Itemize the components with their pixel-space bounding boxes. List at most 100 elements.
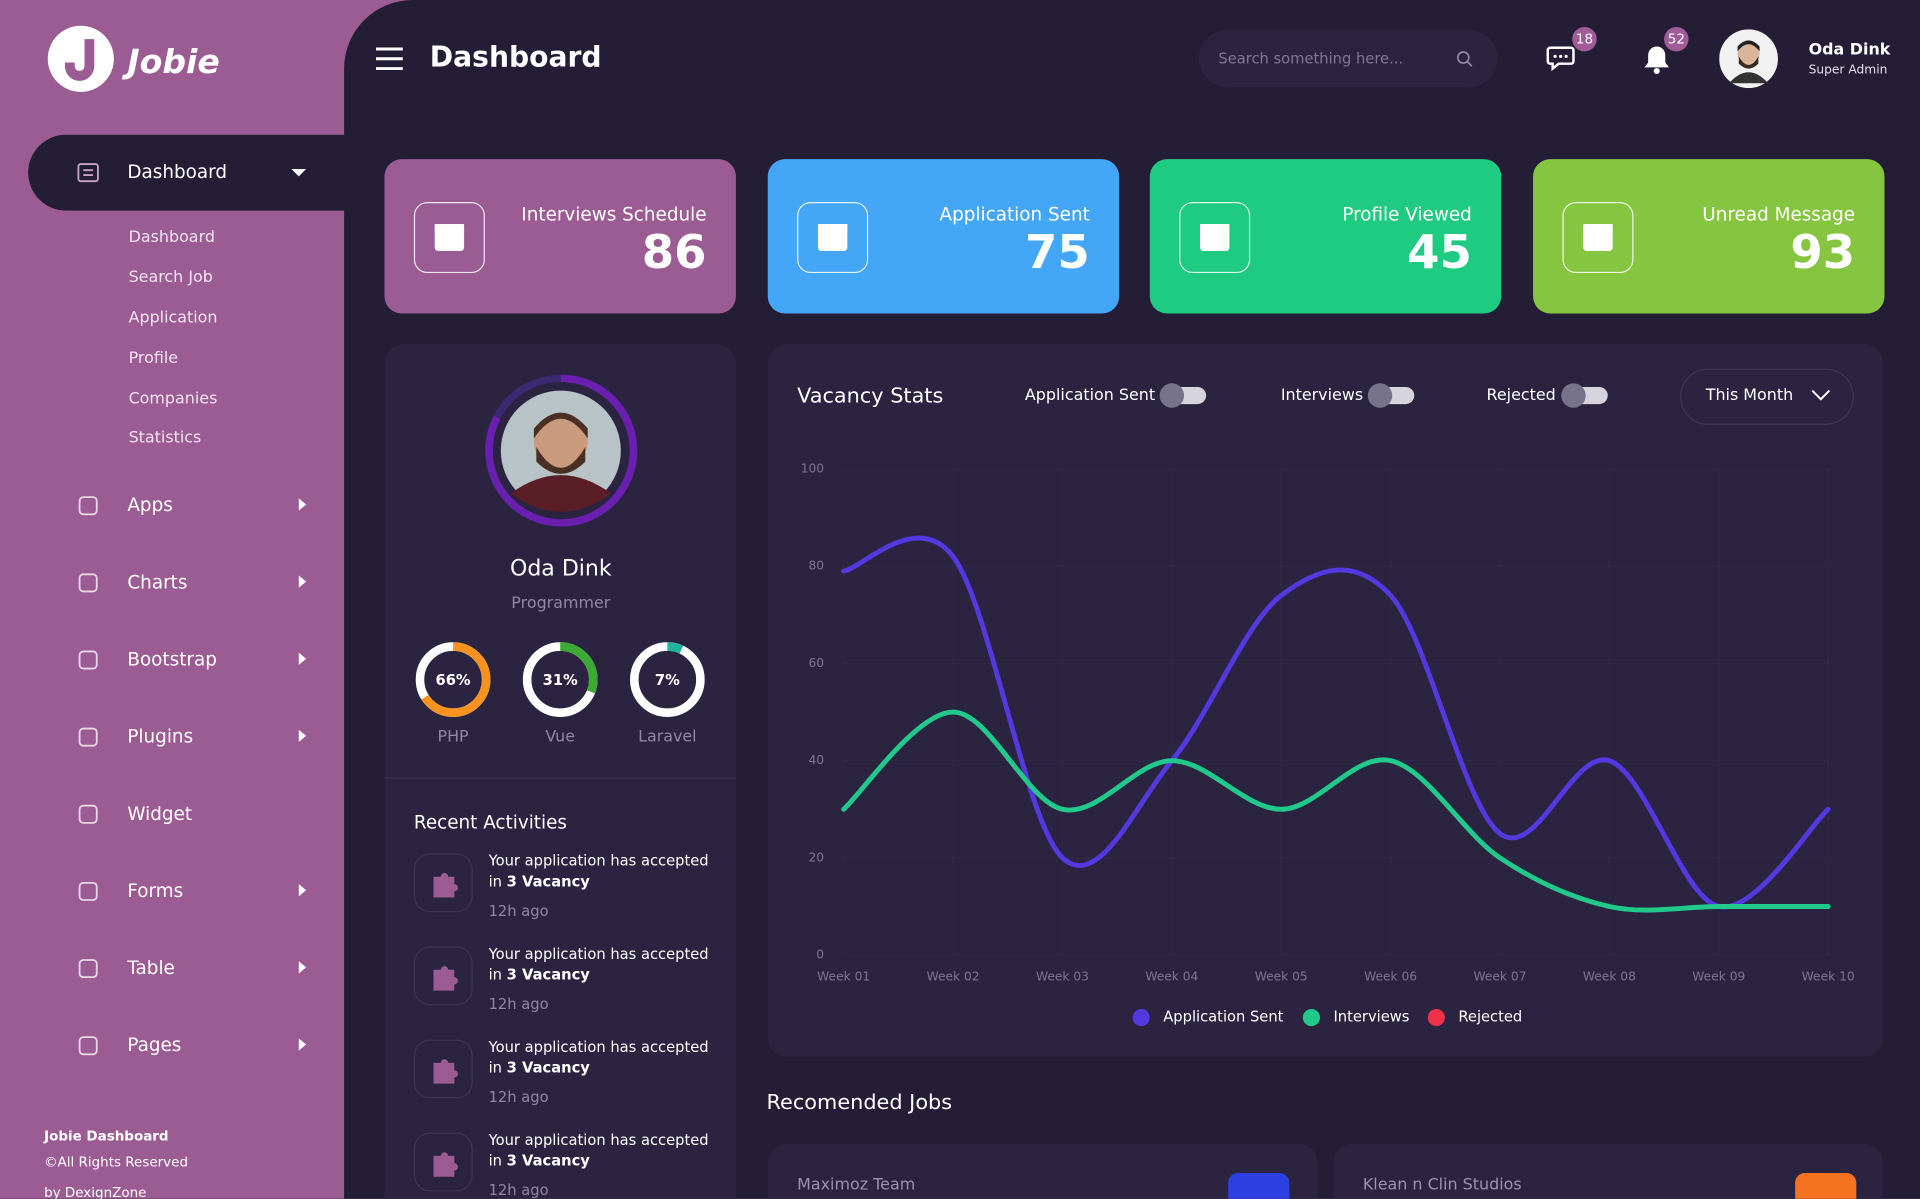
badge-count: 52: [1667, 31, 1685, 48]
menu-icon: [77, 163, 99, 183]
menu-item[interactable]: Plugins: [127, 725, 194, 748]
search-box[interactable]: [1198, 30, 1498, 87]
arrow: [298, 961, 307, 974]
arrow: [298, 498, 307, 511]
activity-line: in 3 Vacancy: [489, 1151, 590, 1172]
series-line: [841, 535, 1831, 910]
menu-item: Dashboard: [127, 161, 228, 184]
user-avatar[interactable]: [1719, 29, 1778, 89]
activity-text2: in: [488, 1059, 502, 1077]
menu-icon: [78, 881, 98, 901]
divider: [384, 777, 736, 779]
logo-text: Jobie: [127, 43, 220, 82]
job-card[interactable]: [767, 1143, 1318, 1199]
y-tick-label: 100: [801, 461, 824, 475]
menu-item[interactable]: Apps: [127, 494, 173, 517]
submenu-item[interactable]: Dashboard: [128, 228, 215, 247]
badge: [1572, 26, 1597, 52]
active-menu[interactable]: [28, 134, 359, 211]
stat-card[interactable]: Profile Viewed 45: [1149, 159, 1502, 314]
menu-item[interactable]: Widget: [127, 802, 193, 825]
menu-icon: [78, 496, 98, 516]
activity-highlight: 3 Vacancy: [506, 966, 590, 984]
menu-item[interactable]: Forms: [127, 879, 184, 902]
arrow: [298, 1038, 307, 1051]
menu-item[interactable]: Table: [127, 956, 175, 979]
stat-card[interactable]: Application Sent 75: [767, 159, 1120, 314]
y-tick-label: 20: [809, 850, 825, 864]
activity-icon: [413, 946, 473, 1006]
menu-icon: [78, 650, 98, 670]
job-company: Maximoz Team: [797, 1176, 916, 1195]
menu-item[interactable]: Pages: [127, 1034, 182, 1057]
x-tick-label: Week 04: [1145, 970, 1198, 984]
stat-card[interactable]: Interviews Schedule 86: [384, 159, 736, 314]
arrow: [298, 652, 307, 665]
activity-highlight: 3 Vacancy: [506, 873, 590, 891]
logo-icon: [47, 25, 114, 92]
section-title: Recomended Jobs: [766, 1090, 953, 1115]
legend-dot: [1427, 1008, 1445, 1027]
stat-value: 86: [641, 225, 707, 280]
period-dropdown[interactable]: [1680, 368, 1854, 425]
job-logo: [1228, 1173, 1290, 1199]
chart-title: Vacancy Stats: [797, 384, 943, 408]
toggle-knob: [1560, 383, 1586, 408]
activity-line: in 3 Vacancy: [489, 1058, 590, 1079]
activity: Your application has accepted in 3 Vacanc…: [384, 1131, 735, 1199]
stat-label: Application Sent: [939, 203, 1090, 226]
x-tick-label: Week 06: [1364, 970, 1417, 984]
stat-label: Interviews Schedule: [521, 203, 707, 226]
y-tick-label: 40: [809, 753, 825, 767]
arrow: [298, 884, 307, 897]
legend-dot: [1132, 1008, 1150, 1027]
legend-label: Rejected: [1458, 1009, 1522, 1026]
stat-icon: [1562, 202, 1634, 274]
toggle-label[interactable]: Rejected: [1486, 386, 1556, 405]
toggle-knob: [1160, 383, 1185, 408]
job-company: Klean n Clin Studios: [1362, 1176, 1522, 1195]
submenu-item[interactable]: Profile: [128, 349, 179, 368]
x-tick-label: Week 01: [817, 970, 870, 984]
menu-item[interactable]: Charts: [127, 571, 188, 594]
skills: 66% PHP 31% Vue 7% Laravel: [415, 642, 705, 746]
arrow: [298, 729, 307, 743]
toggle-label[interactable]: Interviews: [1280, 386, 1364, 405]
search-icon: [1456, 51, 1473, 67]
toggle-knob: [1368, 383, 1393, 408]
job-logo: [1795, 1173, 1857, 1199]
x-tick-label: Week 09: [1692, 970, 1745, 984]
menu-icon: [78, 727, 98, 747]
activity-highlight: 3 Vacancy: [506, 1152, 590, 1170]
activity-time: 12h ago: [488, 995, 549, 1013]
activity-icon: [413, 1039, 473, 1099]
ring-track: [630, 642, 705, 717]
job-card[interactable]: [1333, 1143, 1884, 1199]
stat-card[interactable]: Unread Message 93: [1533, 159, 1885, 314]
skill-name: Vue: [545, 727, 575, 746]
menu-item[interactable]: Bootstrap: [127, 648, 217, 671]
submenu-item[interactable]: Application: [128, 309, 218, 328]
bell-icon[interactable]: [1641, 43, 1673, 75]
skill-name: Laravel: [638, 727, 697, 746]
profile-role: Programmer: [511, 594, 611, 613]
submenu-item[interactable]: Companies: [128, 390, 218, 409]
stat-icon: [797, 202, 869, 274]
stat-icon: [413, 202, 485, 274]
activity: Your application has accepted in 3 Vacanc…: [384, 1038, 735, 1126]
menu-icon: [78, 804, 98, 824]
hamburger[interactable]: [375, 47, 403, 71]
activity-text2: in: [488, 873, 502, 891]
y-tick-label: 80: [809, 559, 825, 573]
submenu-item[interactable]: Statistics: [128, 429, 202, 448]
submenu-item[interactable]: Search Job: [128, 268, 213, 288]
stat-label: Profile Viewed: [1342, 203, 1472, 226]
menu-icon: [78, 959, 98, 979]
messages-icon[interactable]: [1546, 44, 1581, 73]
legend-label: Interviews: [1333, 1009, 1409, 1026]
toggle-label[interactable]: Application Sent: [1024, 386, 1156, 405]
activity-icon: [413, 853, 473, 913]
